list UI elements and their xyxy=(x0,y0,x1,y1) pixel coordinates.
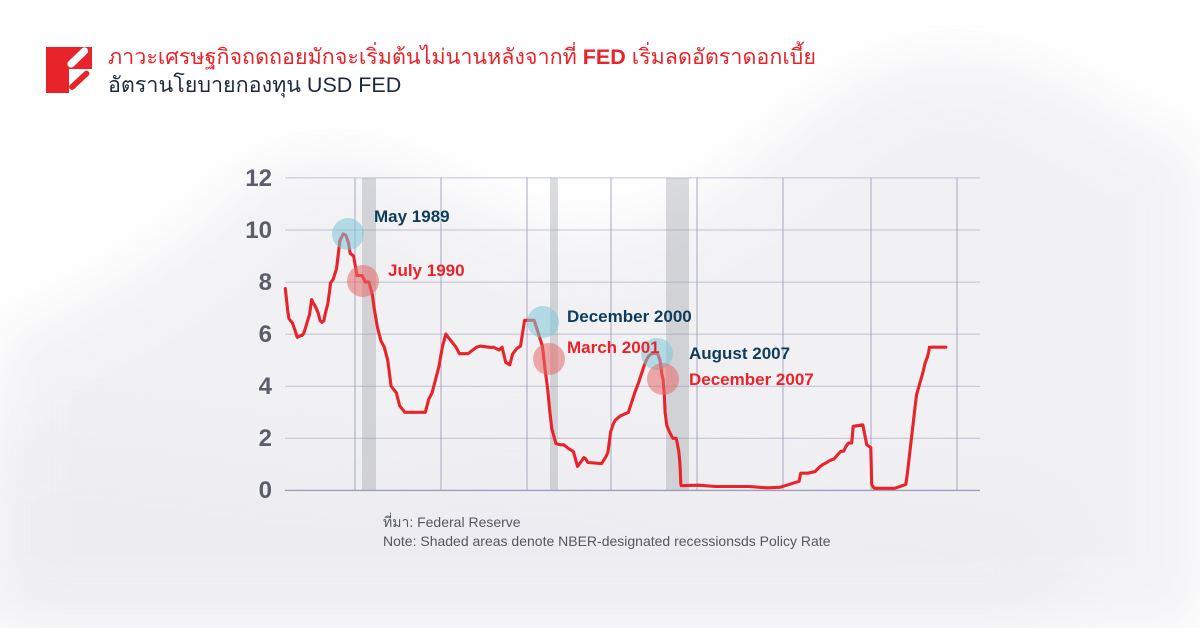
svg-text:December 2007: December 2007 xyxy=(689,370,814,389)
svg-text:2: 2 xyxy=(259,425,272,452)
svg-text:March 2001: March 2001 xyxy=(567,338,660,357)
svg-text:4: 4 xyxy=(259,373,273,400)
svg-text:12: 12 xyxy=(245,165,272,192)
svg-text:10: 10 xyxy=(245,217,272,244)
svg-text:6: 6 xyxy=(259,321,272,348)
svg-text:ที่มา: Federal Reserve: ที่มา: Federal Reserve xyxy=(383,513,521,530)
svg-text:Note: Shaded areas denote NBER: Note: Shaded areas denote NBER-designate… xyxy=(383,533,831,549)
svg-text:May 1989: May 1989 xyxy=(374,207,450,226)
svg-text:July 1990: July 1990 xyxy=(388,261,465,280)
svg-text:December 2000: December 2000 xyxy=(567,307,692,326)
svg-text:August 2007: August 2007 xyxy=(689,344,790,363)
svg-text:0: 0 xyxy=(259,477,272,504)
svg-text:8: 8 xyxy=(259,269,272,296)
